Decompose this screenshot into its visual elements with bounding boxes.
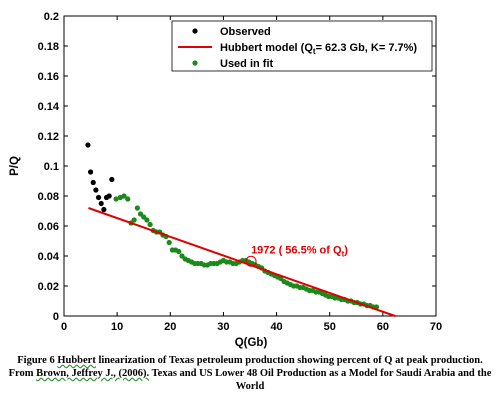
observed-point [85, 142, 91, 148]
caption-line-2-pre: From [8, 368, 37, 379]
caption-line-3: World [235, 381, 265, 392]
legend-model-label: Hubbert model (Qt= 62.3 Gb, K= 7.7%) [220, 42, 417, 56]
legend-used-marker [192, 60, 198, 66]
observed-point [101, 206, 107, 213]
observed-point [93, 187, 99, 193]
caption-line-2-underlined: Brown, Jeffrey J., (2006). [36, 368, 150, 379]
caption-line-2: From Brown, Jeffrey J., (2006). Texas an… [0, 367, 500, 380]
y-tick-label-4: 0.08 [38, 191, 59, 203]
peak-annotation-suffix: ) [344, 244, 348, 256]
used-point [125, 196, 131, 202]
x-tick-label-6: 60 [377, 321, 389, 333]
observed-point [106, 193, 112, 199]
used-point [131, 217, 137, 223]
x-tick-label-5: 50 [324, 321, 336, 333]
hubbert-model-line [88, 207, 396, 317]
legend-used-label: Used in fit [220, 58, 274, 70]
caption-line-1-underlined: Hubbert [57, 355, 96, 366]
x-tick-label-0: 0 [61, 321, 67, 333]
y-tick-label-3: 0.06 [38, 221, 59, 233]
observed-point [87, 169, 94, 175]
used-point [134, 205, 140, 211]
y-axis-label: P/Q [9, 156, 21, 176]
y-tick-label-5: 0.1 [44, 161, 59, 173]
axis-ticks: 0 10 20 30 40 50 60 70 0 0.02 0.04 0.06 0.08 0.1 0.12 0… [38, 11, 443, 333]
y-tick-label-7: 0.14 [38, 101, 60, 113]
x-axis-label: Q(Gb) [235, 337, 268, 349]
legend-model-prefix: Hubbert model (Q [220, 42, 313, 54]
caption-line-2-post: Texas and US Lower 48 Oil Production as … [149, 368, 492, 379]
hubbert-chart: 0 10 20 30 40 50 60 70 0 0.02 0.04 0.06 0.08 0.1 0.12 0… [9, 11, 443, 349]
used-point [176, 248, 182, 255]
peak-annotation: 1972 ( 56.5% of Qt) [251, 244, 348, 258]
caption-line-1-post: linearization of Texas petroleum product… [95, 355, 483, 366]
y-tick-label-8: 0.16 [38, 71, 59, 83]
used-point [166, 239, 172, 246]
peak-annotation-prefix: 1972 ( 56.5% of Q [251, 244, 342, 256]
caption-line-1: Figure 6 Hubbert linearization of Texas … [0, 354, 500, 367]
x-tick-label-1: 10 [111, 321, 123, 333]
legend-model-suffix: = 62.3 Gb, K= 7.7%) [316, 42, 418, 54]
y-tick-label-0: 0 [53, 311, 59, 323]
annotation-layer: 1972 ( 56.5% of Qt) [245, 244, 348, 267]
observed-point [98, 200, 104, 207]
peak-marker-circle [245, 255, 257, 267]
observed-point [109, 176, 115, 183]
y-tick-label-6: 0.12 [38, 131, 59, 143]
x-tick-label-3: 30 [217, 321, 229, 333]
figure-caption: Figure 6 Hubbert linearization of Texas … [0, 354, 500, 393]
observed-point [90, 179, 96, 186]
legend-model-sub: t [313, 47, 316, 56]
peak-annotation-sub: t [342, 249, 345, 258]
legend-box [171, 20, 433, 72]
x-tick-label-7: 70 [430, 321, 442, 333]
legend-observed-marker [192, 28, 198, 34]
series-layer [85, 142, 396, 317]
y-tick-label-1: 0.02 [38, 281, 59, 293]
y-tick-label-2: 0.04 [38, 251, 60, 263]
observed-point [95, 194, 102, 201]
used-point [144, 217, 150, 223]
used-point [113, 196, 119, 202]
used-point [121, 193, 127, 199]
used-point [147, 221, 153, 228]
y-tick-label-10: 0.2 [44, 11, 59, 23]
caption-line-1-pre: Figure 6 [17, 355, 58, 366]
x-tick-label-2: 20 [164, 321, 176, 333]
legend-observed-label: Observed [220, 26, 271, 38]
y-tick-label-9: 0.18 [38, 41, 59, 53]
legend: Observed Hubbert model (Qt= 62.3 Gb, K= … [171, 20, 433, 72]
x-tick-label-4: 40 [270, 321, 282, 333]
